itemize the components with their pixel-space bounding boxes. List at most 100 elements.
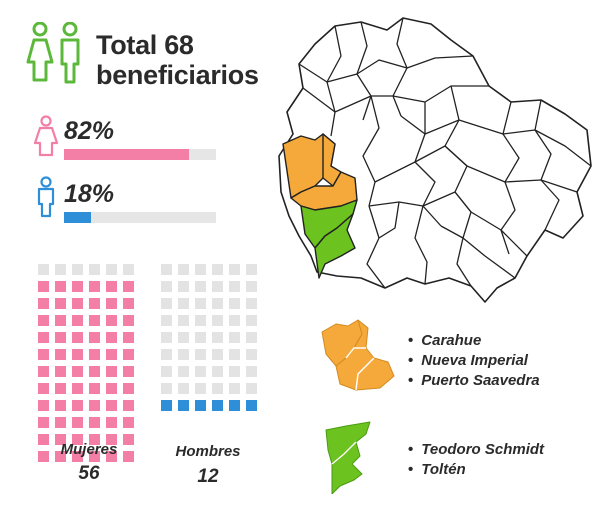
waffle-cell-empty (195, 383, 206, 394)
legend-item: • Carahue (408, 332, 482, 349)
waffle-cell-empty (212, 349, 223, 360)
waffle-cell-filled (178, 400, 189, 411)
waffle-cell-filled (106, 451, 117, 462)
waffle-cell-empty (229, 366, 240, 377)
waffle-cell-filled (55, 383, 66, 394)
waffle-cell-empty (246, 366, 257, 377)
waffle-cell-empty (178, 264, 189, 275)
waffle-cell-empty (161, 298, 172, 309)
legend-item-label: Toltén (421, 461, 466, 478)
waffle-cell-filled (89, 383, 100, 394)
title-line-1: Total 68 (96, 30, 194, 60)
waffle-cell-filled (89, 332, 100, 343)
waffle-cell-filled (38, 315, 49, 326)
waffle-cell-filled (106, 400, 117, 411)
legend-item-label: Nueva Imperial (421, 352, 528, 369)
waffle-cell-filled (106, 366, 117, 377)
waffle-cell-filled (55, 400, 66, 411)
green-zone-south (314, 213, 356, 279)
legend-item: • Toltén (408, 461, 466, 478)
waffle-cell-filled (55, 281, 66, 292)
waffle-cell-filled (72, 332, 83, 343)
waffle-cell-filled (72, 400, 83, 411)
waffle-cell-filled (106, 417, 117, 428)
waffle-cell-empty (212, 281, 223, 292)
orange-zone-legend: • Carahue • Nueva Imperial • Puerto Saavedr… (408, 331, 540, 391)
legend-item-label: Teodoro Schmidt (421, 441, 545, 458)
waffle-cell-filled (212, 400, 223, 411)
waffle-cell-filled (89, 434, 100, 445)
waffle-cell-empty (161, 349, 172, 360)
waffle-cell-empty (178, 298, 189, 309)
waffle-cell-filled (38, 417, 49, 428)
waffle-cell-empty (178, 383, 189, 394)
waffle-cell-filled (55, 417, 66, 428)
women-label: Mujeres (60, 441, 118, 458)
women-waffle-grid (38, 264, 134, 462)
waffle-cell-filled (106, 298, 117, 309)
waffle-cell-empty (246, 315, 257, 326)
waffle-cell-empty (161, 383, 172, 394)
green-zone-map-icon (325, 421, 371, 494)
waffle-cell-filled (55, 434, 66, 445)
waffle-cell-filled (72, 451, 83, 462)
waffle-cell-filled (246, 400, 257, 411)
men-waffle-grid (161, 264, 257, 411)
waffle-cell-empty (72, 264, 83, 275)
waffle-cell-filled (123, 383, 134, 394)
waffle-cell-filled (72, 366, 83, 377)
waffle-cell-empty (246, 298, 257, 309)
waffle-cell-empty (195, 298, 206, 309)
waffle-cell-empty (246, 349, 257, 360)
waffle-cell-empty (229, 332, 240, 343)
waffle-cell-empty (212, 332, 223, 343)
title-line-2: beneficiarios (96, 60, 259, 90)
waffle-cell-empty (246, 383, 257, 394)
waffle-cell-filled (106, 349, 117, 360)
waffle-cell-empty (178, 315, 189, 326)
orange-zone-map-icon (321, 319, 395, 391)
waffle-cell-empty (195, 315, 206, 326)
waffle-cell-empty (55, 264, 66, 275)
legend-item: • Teodoro Schmidt (408, 441, 545, 458)
waffle-cell-filled (38, 366, 49, 377)
waffle-cell-filled (72, 315, 83, 326)
green-zone-legend: • Teodoro Schmidt • Toltén (408, 440, 544, 480)
waffle-cell-filled (123, 315, 134, 326)
waffle-cell-filled (72, 349, 83, 360)
man-icon (37, 176, 55, 218)
waffle-cell-empty (161, 332, 172, 343)
legend-item-label: Carahue (421, 332, 482, 349)
waffle-cell-empty (89, 264, 100, 275)
waffle-cell-filled (55, 451, 66, 462)
waffle-cell-empty (178, 332, 189, 343)
waffle-cell-filled (89, 281, 100, 292)
waffle-cell-filled (106, 281, 117, 292)
waffle-cell-filled (72, 434, 83, 445)
waffle-cell-empty (246, 264, 257, 275)
male-percent: 18% (64, 180, 115, 208)
waffle-cell-empty (212, 366, 223, 377)
waffle-cell-empty (229, 281, 240, 292)
waffle-cell-filled (55, 332, 66, 343)
female-progress-fill (64, 149, 189, 160)
waffle-cell-empty (106, 264, 117, 275)
waffle-cell-filled (229, 400, 240, 411)
female-progress-bar (64, 149, 216, 160)
waffle-cell-filled (123, 332, 134, 343)
waffle-cell-filled (38, 400, 49, 411)
waffle-cell-empty (229, 315, 240, 326)
waffle-cell-filled (106, 434, 117, 445)
women-and-man-icon (26, 22, 80, 84)
legend-item-label: Puerto Saavedra (421, 372, 540, 389)
page-title: Total 68 beneficiarios (96, 30, 259, 90)
waffle-cell-filled (89, 451, 100, 462)
men-label: Hombres (175, 443, 241, 460)
waffle-cell-empty (212, 315, 223, 326)
waffle-cell-filled (55, 366, 66, 377)
waffle-cell-filled (89, 400, 100, 411)
waffle-cell-empty (195, 366, 206, 377)
waffle-cell-filled (123, 298, 134, 309)
woman-icon (33, 115, 59, 157)
waffle-cell-empty (178, 349, 189, 360)
